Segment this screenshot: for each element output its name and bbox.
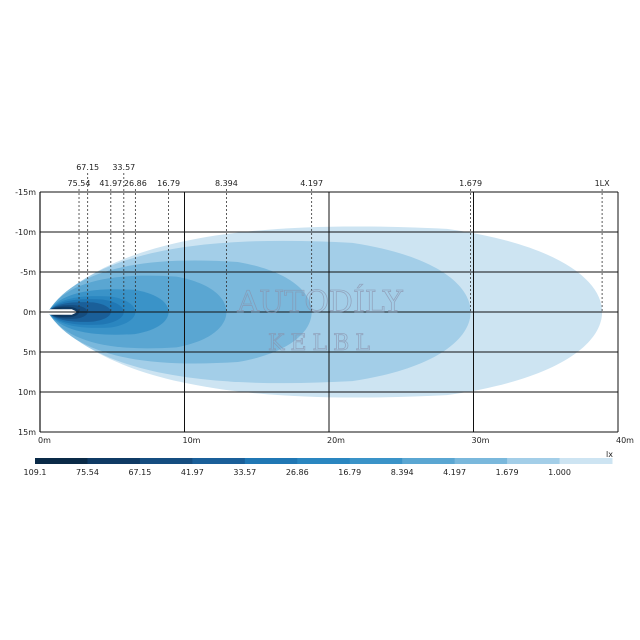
- y-tick-label: -5m: [20, 268, 36, 277]
- legend-swatch: [402, 458, 456, 464]
- legend-label: 41.97: [181, 468, 204, 477]
- reach-label: 26.86: [124, 179, 147, 188]
- reach-label: 33.57: [112, 163, 135, 172]
- legend-swatch: [454, 458, 508, 464]
- x-tick-label: 0m: [38, 436, 51, 445]
- reach-label: 8.394: [215, 179, 238, 188]
- legend-label: 1.000: [548, 468, 571, 477]
- legend-swatch: [192, 458, 246, 464]
- reach-label: 41.97: [99, 179, 122, 188]
- legend-label: 33.57: [233, 468, 256, 477]
- legend-swatch: [87, 458, 141, 464]
- y-tick-label: 5m: [23, 348, 36, 357]
- legend-swatch: [244, 458, 298, 464]
- legend-label: 109.1: [24, 468, 47, 477]
- legend-label: 16.79: [338, 468, 361, 477]
- reach-label: 1LX: [595, 179, 611, 188]
- x-tick-label: 10m: [183, 436, 201, 445]
- y-tick-label: -15m: [15, 188, 36, 197]
- legend-swatch: [559, 458, 613, 464]
- legend-label: 67.15: [128, 468, 151, 477]
- watermark-line1: AUTODÍLY: [236, 284, 403, 320]
- y-tick-label: -10m: [15, 228, 36, 237]
- legend-swatch: [35, 458, 88, 464]
- legend-swatch: [507, 458, 561, 464]
- legend-label: 75.54: [76, 468, 99, 477]
- reach-label: 75.54: [68, 179, 91, 188]
- reach-label: 16.79: [157, 179, 180, 188]
- legend-label: 8.394: [391, 468, 414, 477]
- legend-swatch: [139, 458, 193, 464]
- legend-label: 4.197: [443, 468, 466, 477]
- reach-label: 67.15: [76, 163, 99, 172]
- y-tick-label: 15m: [18, 428, 36, 437]
- reach-label: 1.679: [459, 179, 482, 188]
- legend-label: 26.86: [286, 468, 309, 477]
- legend-swatch: [297, 458, 351, 464]
- legend-swatch: [349, 458, 403, 464]
- reach-label: 4.197: [300, 179, 323, 188]
- legend-label: 1.679: [496, 468, 519, 477]
- legend-unit: lx: [606, 450, 613, 459]
- x-tick-label: 30m: [472, 436, 490, 445]
- y-tick-label: 0m: [23, 308, 36, 317]
- watermark-line2: KELBL: [268, 331, 376, 356]
- x-tick-label: 40m: [616, 436, 634, 445]
- y-tick-label: 10m: [18, 388, 36, 397]
- x-tick-label: 20m: [327, 436, 345, 445]
